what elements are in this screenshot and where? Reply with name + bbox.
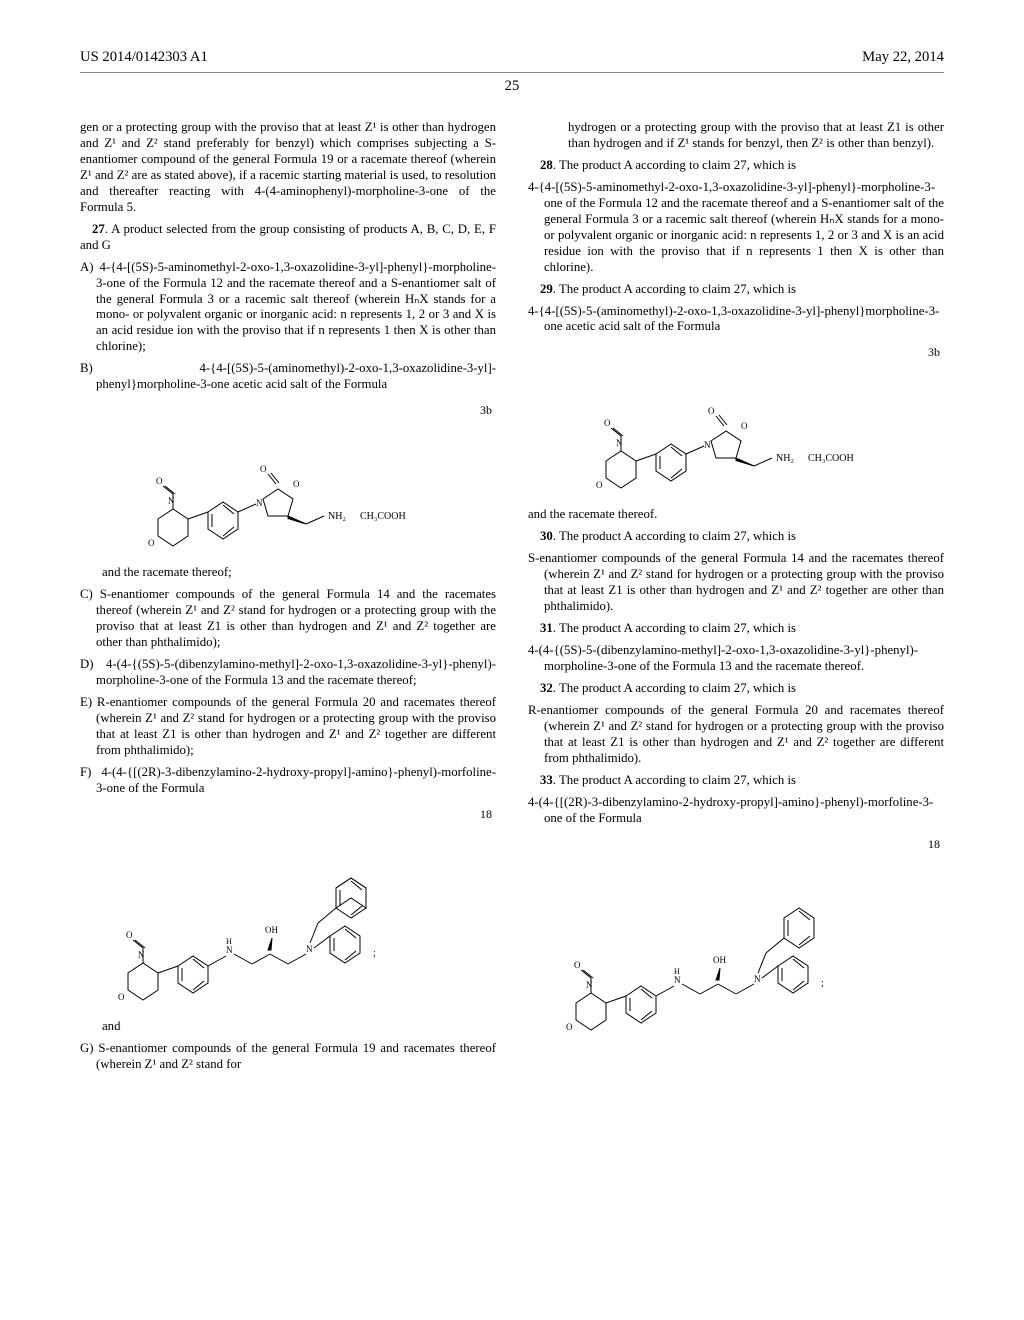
chemical-structure-3b-right: O N O N O	[528, 366, 944, 501]
svg-text:O: O	[260, 464, 267, 474]
formula-18-row: 18	[80, 803, 496, 822]
item-A: A) 4-{4-[(5S)-5-aminomethyl-2-oxo-1,3-ox…	[80, 260, 496, 356]
claim-30: 30. The product A according to claim 27,…	[528, 529, 944, 545]
header-left: US 2014/0142303 A1	[80, 48, 208, 66]
chemical-structure-3b: O N O N	[80, 424, 496, 559]
item-F: F) 4-(4-{[(2R)-3-dibenzylamino-2-hydroxy…	[80, 765, 496, 797]
claim-33: 33. The product A according to claim 27,…	[528, 773, 944, 789]
svg-text:O: O	[741, 421, 748, 431]
formula-3b-label-right: 3b	[928, 341, 944, 360]
claim-32: 32. The product A according to claim 27,…	[528, 681, 944, 697]
formula-18-row-right: 18	[528, 833, 944, 852]
claim-30-number: 30	[540, 529, 553, 543]
formula-3b-label: 3b	[480, 399, 496, 418]
formula-3b-row: 3b	[80, 399, 496, 418]
claim-31: 31. The product A according to claim 27,…	[528, 621, 944, 637]
intro-paragraph: gen or a protecting group with the provi…	[80, 120, 496, 216]
claim-32-body: . The product A according to claim 27, w…	[553, 681, 796, 695]
svg-text:OH: OH	[265, 925, 278, 935]
svg-text:N: N	[754, 974, 761, 984]
svg-text:;: ;	[821, 978, 824, 989]
svg-text:O: O	[566, 1022, 573, 1032]
claim-31-number: 31	[540, 621, 553, 635]
claim-32-number: 32	[540, 681, 553, 695]
chemical-structure-18: O N O N H	[80, 828, 496, 1013]
svg-text:OH: OH	[713, 955, 726, 965]
svg-text:;: ;	[373, 948, 376, 959]
item-B: B) 4-{4-[(5S)-5-(aminomethyl)-2-oxo-1,3-…	[80, 361, 496, 393]
header-right: May 22, 2014	[862, 48, 944, 66]
claim-29-number: 29	[540, 282, 553, 296]
formula-18-label: 18	[480, 803, 496, 822]
svg-text:O: O	[596, 480, 603, 490]
claim-28-number: 28	[540, 158, 553, 172]
item-C: C) S-enantiomer compounds of the general…	[80, 587, 496, 651]
svg-text:N: N	[138, 950, 145, 960]
svg-text:O: O	[156, 476, 163, 486]
page-header: US 2014/0142303 A1 May 22, 2014	[80, 48, 944, 73]
claim-28-item: 4-{4-[(5S)-5-aminomethyl-2-oxo-1,3-oxazo…	[528, 180, 944, 276]
claim-33-body: . The product A according to claim 27, w…	[553, 773, 796, 787]
svg-text:O: O	[126, 930, 133, 940]
claim-31-item: 4-(4-{(5S)-5-(dibenzylamino-methyl]-2-ox…	[528, 643, 944, 675]
page: US 2014/0142303 A1 May 22, 2014 25 gen o…	[0, 0, 1024, 1320]
svg-text:CH₃COOH: CH₃COOH	[360, 511, 406, 522]
claim-27-number: 27	[92, 222, 105, 236]
svg-text:O: O	[293, 479, 300, 489]
svg-text:O: O	[604, 418, 611, 428]
svg-text:H: H	[226, 937, 232, 946]
column-right: hydrogen or a protecting group with the …	[528, 120, 944, 1079]
svg-text:O: O	[118, 992, 125, 1002]
after-29: and the racemate thereof.	[528, 507, 944, 523]
after-B: and the racemate thereof;	[80, 565, 496, 581]
svg-text:NH₂: NH₂	[776, 453, 794, 464]
svg-text:NH₂: NH₂	[328, 511, 346, 522]
chemical-structure-18-right: O N O N H	[528, 858, 944, 1043]
claim-28-body: . The product A according to claim 27, w…	[553, 158, 796, 172]
svg-text:H: H	[674, 967, 680, 976]
claim-32-item: R-enantiomer compounds of the general Fo…	[528, 703, 944, 767]
svg-text:N: N	[226, 945, 233, 955]
svg-text:CH₃COOH: CH₃COOH	[808, 453, 854, 464]
column-left: gen or a protecting group with the provi…	[80, 120, 496, 1079]
svg-text:N: N	[616, 438, 623, 448]
claim-33-item: 4-(4-{[(2R)-3-dibenzylamino-2-hydroxy-pr…	[528, 795, 944, 827]
after-F: and	[80, 1019, 496, 1035]
formula-3b-row-right: 3b	[528, 341, 944, 360]
svg-text:O: O	[708, 406, 715, 416]
item-D: D) 4-(4-{(5S)-5-(dibenzylamino-methyl]-2…	[80, 657, 496, 689]
svg-text:N: N	[586, 980, 593, 990]
claim-30-item: S-enantiomer compounds of the general Fo…	[528, 551, 944, 615]
claim-29-body: . The product A according to claim 27, w…	[553, 282, 796, 296]
claim-29: 29. The product A according to claim 27,…	[528, 282, 944, 298]
page-number: 25	[80, 77, 944, 95]
svg-text:N: N	[306, 944, 313, 954]
svg-text:N: N	[704, 440, 711, 450]
svg-text:N: N	[674, 975, 681, 985]
claim-27: 27. A product selected from the group co…	[80, 222, 496, 254]
claim-27-body: . A product selected from the group cons…	[80, 222, 496, 252]
formula-18-label-right: 18	[928, 833, 944, 852]
claim-30-body: . The product A according to claim 27, w…	[553, 529, 796, 543]
svg-text:O: O	[574, 960, 581, 970]
svg-text:N: N	[168, 496, 175, 506]
svg-text:O: O	[148, 538, 155, 548]
claim-29-item: 4-{4-[(5S)-5-(aminomethyl)-2-oxo-1,3-oxa…	[528, 304, 944, 336]
columns: gen or a protecting group with the provi…	[80, 120, 944, 1079]
claim-33-number: 33	[540, 773, 553, 787]
svg-text:N: N	[256, 498, 263, 508]
item-G-cont: hydrogen or a protecting group with the …	[528, 120, 944, 152]
claim-31-body: . The product A according to claim 27, w…	[553, 621, 796, 635]
item-G: G) S-enantiomer compounds of the general…	[80, 1041, 496, 1073]
claim-28: 28. The product A according to claim 27,…	[528, 158, 944, 174]
item-E: E) R-enantiomer compounds of the general…	[80, 695, 496, 759]
